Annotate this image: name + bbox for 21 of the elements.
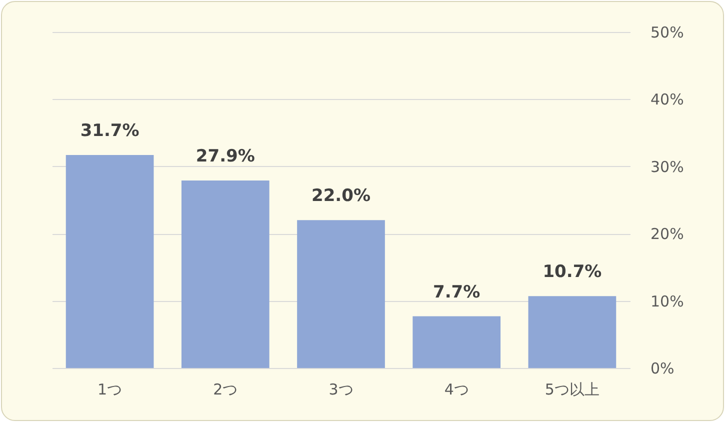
bar: [297, 220, 385, 368]
bar: [412, 316, 501, 368]
bar: [66, 154, 154, 368]
data-label: 22.0%: [312, 186, 370, 206]
x-tick-label: 3つ: [328, 380, 354, 398]
y-tick-label: 50%: [650, 24, 684, 42]
y-tick-label: 0%: [650, 360, 674, 378]
x-tick-label: 2つ: [213, 380, 238, 398]
data-label: 7.7%: [433, 282, 480, 302]
x-tick-label: 4つ: [444, 380, 469, 398]
y-tick-label: 40%: [650, 90, 684, 109]
y-tick-label: 20%: [650, 225, 684, 244]
x-tick-label: 1つ: [98, 380, 122, 398]
data-label: 10.7%: [542, 262, 602, 282]
data-label: 27.9%: [196, 146, 255, 167]
bar: [181, 180, 270, 368]
y-tick-label: 30%: [650, 158, 684, 176]
bar: [528, 296, 616, 368]
data-label: 31.7%: [80, 120, 140, 141]
x-tick-label: 5つ以上: [544, 380, 600, 398]
y-tick-label: 10%: [650, 292, 684, 310]
